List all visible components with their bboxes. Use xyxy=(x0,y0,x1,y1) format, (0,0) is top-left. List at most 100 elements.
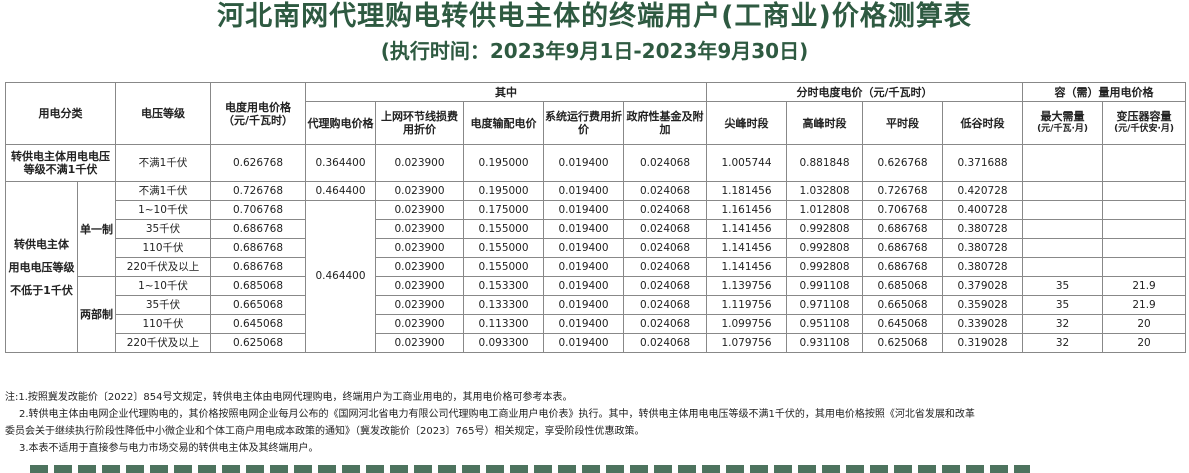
cell-peak: 0.931108 xyxy=(786,333,863,353)
cell-transmission: 0.195000 xyxy=(463,144,544,182)
cell-peak-sharp: 1.079756 xyxy=(706,333,787,353)
group-high-line2: 用电电压等级 xyxy=(8,260,75,274)
cell-peak-sharp: 1.119756 xyxy=(706,295,787,315)
cell-transformer xyxy=(1102,257,1187,277)
cell-fund: 0.024068 xyxy=(623,257,707,277)
header-max-demand-label: 最大需量 xyxy=(1040,110,1085,123)
cell-transmission: 0.133300 xyxy=(463,295,544,315)
cell-valley: 0.380728 xyxy=(941,219,1024,239)
cell-line-loss: 0.023900 xyxy=(375,200,464,220)
cell-fund: 0.024068 xyxy=(623,333,707,353)
cell-price: 0.706768 xyxy=(210,200,306,220)
cell-agency: 0.364400 xyxy=(305,144,376,182)
cell-voltage: 220千伏及以上 xyxy=(115,257,211,277)
cell-peak: 0.992808 xyxy=(786,238,863,258)
cell-voltage: 35千伏 xyxy=(115,219,211,239)
cell-voltage: 不满1千伏 xyxy=(115,144,211,182)
table-row: 两部制 1~10千伏 0.685068 0.023900 0.153300 0.… xyxy=(6,276,1187,353)
cell-peak: 0.991108 xyxy=(786,276,863,296)
cell-price: 0.726768 xyxy=(210,181,306,201)
table-row: 35千伏 0.665068 0.023900 0.133300 0.019400… xyxy=(6,295,1187,315)
cell-peak-sharp: 1.141456 xyxy=(706,238,787,258)
cell-voltage: 1~10千伏 xyxy=(115,200,211,220)
cell-flat: 0.685068 xyxy=(862,276,943,296)
cell-system: 0.019400 xyxy=(543,314,624,334)
cell-transmission: 0.175000 xyxy=(463,200,544,220)
cell-valley: 0.371688 xyxy=(941,144,1024,182)
cell-system: 0.019400 xyxy=(543,238,624,258)
cell-line-loss: 0.023900 xyxy=(375,314,464,334)
cell-fund: 0.024068 xyxy=(623,238,707,258)
cell-transformer xyxy=(1102,238,1187,258)
cell-peak-sharp: 1.141456 xyxy=(706,257,787,277)
cell-fund: 0.024068 xyxy=(623,144,707,182)
header-category: 用电分类 xyxy=(5,82,116,145)
cell-transmission: 0.155000 xyxy=(463,257,544,277)
header-transformer-label: 变压器容量 xyxy=(1116,110,1172,123)
cell-flat: 0.686768 xyxy=(862,257,943,277)
cell-flat: 0.686768 xyxy=(862,219,943,239)
cell-max-demand xyxy=(1022,200,1104,220)
cell-transformer xyxy=(1102,144,1187,182)
cell-voltage: 110千伏 xyxy=(115,314,211,334)
header-system: 系统运行费用折价 xyxy=(543,101,624,145)
cell-price: 0.686768 xyxy=(210,219,306,239)
header-peak-sharp: 尖峰时段 xyxy=(706,101,787,145)
cell-line-loss: 0.023900 xyxy=(375,276,464,296)
note-2a: 2.转供电主体由电网企业代理购电的，其价格按照电网企业每月公布的《国网河北省电力… xyxy=(19,409,975,420)
cell-valley: 0.339028 xyxy=(941,314,1024,334)
cell-transformer xyxy=(1102,181,1187,201)
cell-price: 0.645068 xyxy=(210,314,306,334)
cell-system: 0.019400 xyxy=(543,257,624,277)
cell-max-demand xyxy=(1022,219,1104,239)
note-2b: 委员会关于继续执行阶段性降低中小微企业和个体工商户用电成本政策的通知》（冀发改能… xyxy=(5,426,645,437)
cell-max-demand xyxy=(1022,181,1104,201)
cell-transformer: 20 xyxy=(1102,333,1187,353)
cell-transformer: 21.9 xyxy=(1102,295,1187,315)
cell-line-loss: 0.023900 xyxy=(375,219,464,239)
table-row: 110千伏 0.645068 0.023900 0.113300 0.01940… xyxy=(6,314,1187,334)
header-valley: 低谷时段 xyxy=(941,101,1024,145)
cell-fund: 0.024068 xyxy=(623,295,707,315)
cell-flat: 0.626768 xyxy=(862,144,943,182)
cell-flat: 0.645068 xyxy=(862,314,943,334)
cell-flat: 0.726768 xyxy=(862,181,943,201)
header-max-demand-unit: (元/千瓦·月) xyxy=(1037,124,1088,134)
cell-line-loss: 0.023900 xyxy=(375,181,464,201)
cell-max-demand: 35 xyxy=(1022,295,1104,315)
cell-transmission: 0.153300 xyxy=(463,276,544,296)
group-high-line3: 不低于1千伏 xyxy=(10,283,73,297)
cell-price: 0.665068 xyxy=(210,295,306,315)
group-low-label: 转供电主体用电电压等级不满1千伏 xyxy=(5,144,116,182)
header-row-1: 用电分类 电压等级 电度用电价格（元/千瓦时） 其中 分时电度电价（元/千瓦时）… xyxy=(5,82,1187,145)
cell-price: 0.685068 xyxy=(210,276,306,296)
cell-transformer: 20 xyxy=(1102,314,1187,334)
cell-valley: 0.380728 xyxy=(941,257,1024,277)
single-system-label: 单一制 xyxy=(77,181,116,277)
cell-peak-sharp: 1.139756 xyxy=(706,276,787,296)
cell-voltage: 220千伏及以上 xyxy=(115,333,211,353)
cell-max-demand: 32 xyxy=(1022,314,1104,334)
cell-max-demand: 32 xyxy=(1022,333,1104,353)
cell-fund: 0.024068 xyxy=(623,314,707,334)
cell-peak: 1.012808 xyxy=(786,200,863,220)
cell-agency: 0.464400 xyxy=(305,181,376,201)
header-max-demand: 最大需量 (元/千瓦·月) xyxy=(1022,101,1104,145)
cell-peak-sharp: 1.181456 xyxy=(706,181,787,201)
cell-max-demand xyxy=(1022,144,1104,182)
cell-valley: 0.379028 xyxy=(941,276,1024,296)
cell-valley: 0.400728 xyxy=(941,200,1024,220)
header-transformer-unit: (元/千伏安·月) xyxy=(1114,124,1174,134)
cell-peak-sharp: 1.099756 xyxy=(706,314,787,334)
header-peak: 高峰时段 xyxy=(786,101,863,145)
cell-system: 0.019400 xyxy=(543,200,624,220)
cell-transmission: 0.195000 xyxy=(463,181,544,201)
cell-max-demand xyxy=(1022,238,1104,258)
cell-max-demand: 35 xyxy=(1022,276,1104,296)
cell-system: 0.019400 xyxy=(543,144,624,182)
cell-voltage: 1~10千伏 xyxy=(115,276,211,296)
cell-valley: 0.380728 xyxy=(941,238,1024,258)
cell-transmission: 0.155000 xyxy=(463,238,544,258)
cell-line-loss: 0.023900 xyxy=(375,144,464,182)
header-agency: 代理购电价格 xyxy=(305,101,376,145)
